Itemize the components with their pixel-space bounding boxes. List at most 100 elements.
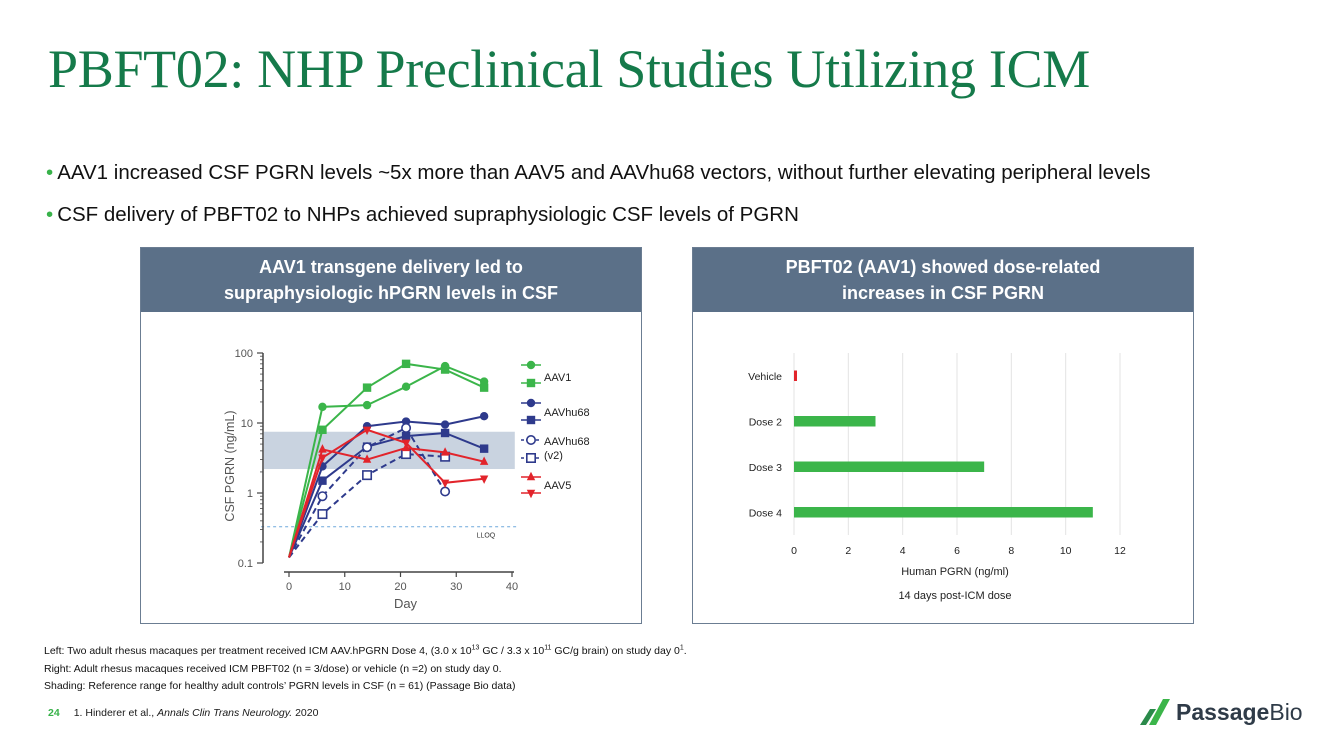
bullet-text: AAV1 increased CSF PGRN levels ~5x more …	[57, 161, 1151, 184]
x-axis-label: Day	[394, 596, 418, 611]
page-number: 24	[48, 707, 60, 719]
note-left: Left: Two adult rhesus macaques per trea…	[44, 643, 687, 661]
chart-caption: 14 days post-ICM dose	[898, 590, 1011, 602]
data-point	[362, 442, 373, 453]
series-line	[288, 428, 485, 558]
x-tick-label: 2	[845, 545, 851, 557]
bar	[794, 370, 797, 381]
data-point	[362, 383, 372, 392]
footer: 24 1. Hinderer et al., Annals Clin Trans …	[48, 707, 318, 719]
note-shading: Shading: Reference range for healthy adu…	[44, 680, 516, 692]
y-tick-label: 1	[247, 488, 253, 500]
legend-label: (v2)	[544, 450, 563, 462]
x-tick-label: 20	[394, 581, 406, 593]
data-point	[317, 509, 328, 520]
note-right: Right: Adult rhesus macaques received IC…	[44, 662, 502, 675]
right-panel-title-line: increases in CSF PGRN	[841, 283, 1045, 303]
logo-text-light: Bio	[1269, 698, 1303, 725]
y-axis-label: CSF PGRN (ng/mL)	[223, 410, 237, 521]
x-tick-label: 0	[791, 545, 797, 557]
data-point	[479, 456, 489, 465]
data-point	[526, 360, 536, 370]
note-text: GC / 3.3 x 10	[479, 645, 545, 657]
data-point	[318, 476, 327, 485]
legend-label: AAV1	[544, 372, 571, 384]
left-panel-header: AAV1 transgene delivery led to supraphys…	[141, 248, 641, 312]
note-text: GC/g brain) on study day 0	[551, 645, 680, 657]
bullet-list: • AAV1 increased CSF PGRN levels ~5x more…	[46, 158, 1151, 242]
data-point	[479, 412, 489, 421]
data-point	[526, 489, 536, 499]
data-point	[526, 398, 536, 408]
logo-mark-icon	[1140, 699, 1170, 725]
logo-text: PassageBio	[1176, 699, 1303, 726]
data-point	[401, 422, 412, 433]
data-point	[362, 454, 372, 463]
data-point	[440, 479, 450, 488]
data-point	[318, 425, 327, 434]
note-text: Left: Two adult rhesus macaques per trea…	[44, 645, 472, 657]
legend-label: AAVhu68	[544, 436, 590, 448]
series-line	[288, 364, 485, 558]
bar	[794, 461, 985, 472]
data-point	[317, 491, 328, 502]
data-point	[362, 426, 372, 435]
y-tick-label: 10	[241, 418, 253, 430]
slide-title: PBFT02: NHP Preclinical Studies Utilizin…	[48, 39, 1091, 99]
data-point	[362, 400, 372, 410]
note-sup: 1	[679, 644, 684, 652]
left-panel-title-line: supraphysiologic hPGRN levels in CSF	[223, 283, 559, 303]
x-tick-label: 30	[450, 581, 462, 593]
note-text: .	[683, 645, 687, 657]
x-tick-label: 8	[1008, 545, 1014, 557]
data-point	[526, 378, 536, 388]
series-aav5-2	[288, 426, 489, 558]
data-point	[479, 383, 489, 392]
series-line	[288, 446, 485, 558]
bullet-dot-icon: •	[46, 161, 54, 184]
bar	[794, 507, 1093, 518]
y-tick-label: 100	[235, 348, 253, 360]
data-point	[318, 402, 327, 412]
reference-journal: Annals Clin Trans Neurology.	[157, 707, 293, 719]
category-label: Vehicle	[748, 371, 782, 383]
note-sup: 13	[471, 644, 480, 652]
x-tick-label: 40	[506, 581, 518, 593]
x-tick-label: 10	[339, 581, 351, 593]
bar	[794, 416, 876, 427]
series-aav1-2	[288, 359, 489, 558]
bullet-item: • CSF delivery of PBFT02 to NHPs achieved…	[46, 200, 1151, 242]
data-point	[362, 470, 373, 481]
x-tick-label: 6	[954, 545, 960, 557]
data-point	[440, 420, 450, 429]
data-point	[401, 359, 411, 369]
data-point	[401, 431, 411, 441]
data-point	[318, 444, 327, 453]
data-point	[440, 486, 451, 497]
data-point	[440, 447, 450, 456]
bullet-dot-icon: •	[46, 203, 54, 226]
data-point	[440, 428, 450, 438]
category-label: Dose 3	[749, 462, 782, 474]
x-tick-label: 0	[286, 581, 292, 593]
data-point	[479, 444, 489, 453]
logo-text-bold: Passage	[1176, 698, 1270, 725]
right-chart-panel: PBFT02 (AAV1) showed dose-related increa…	[692, 247, 1194, 624]
y-tick-label: 0.1	[238, 558, 253, 570]
data-point	[526, 415, 536, 425]
left-chart-panel: AAV1 transgene delivery led to supraphys…	[140, 247, 642, 624]
data-point	[479, 475, 489, 484]
right-panel-title-line: PBFT02 (AAV1) showed dose-related	[785, 257, 1101, 277]
data-point	[525, 435, 536, 446]
note-sup: 11	[544, 644, 552, 652]
x-tick-label: 10	[1060, 545, 1072, 557]
right-panel-header: PBFT02 (AAV1) showed dose-related increa…	[693, 248, 1193, 312]
data-point	[401, 382, 411, 391]
data-point	[526, 471, 536, 481]
bar-chart: 0 2 4 6 8 10 12 Vehicle Dose 2 Dose 3 Dose 4 Human …	[748, 353, 1126, 602]
legend-label: AAV5	[544, 480, 571, 492]
data-point	[440, 365, 450, 374]
left-panel-title-line: AAV1 transgene delivery led to	[259, 257, 523, 277]
data-point	[318, 454, 327, 463]
bullet-item: • AAV1 increased CSF PGRN levels ~5x more…	[46, 158, 1151, 200]
